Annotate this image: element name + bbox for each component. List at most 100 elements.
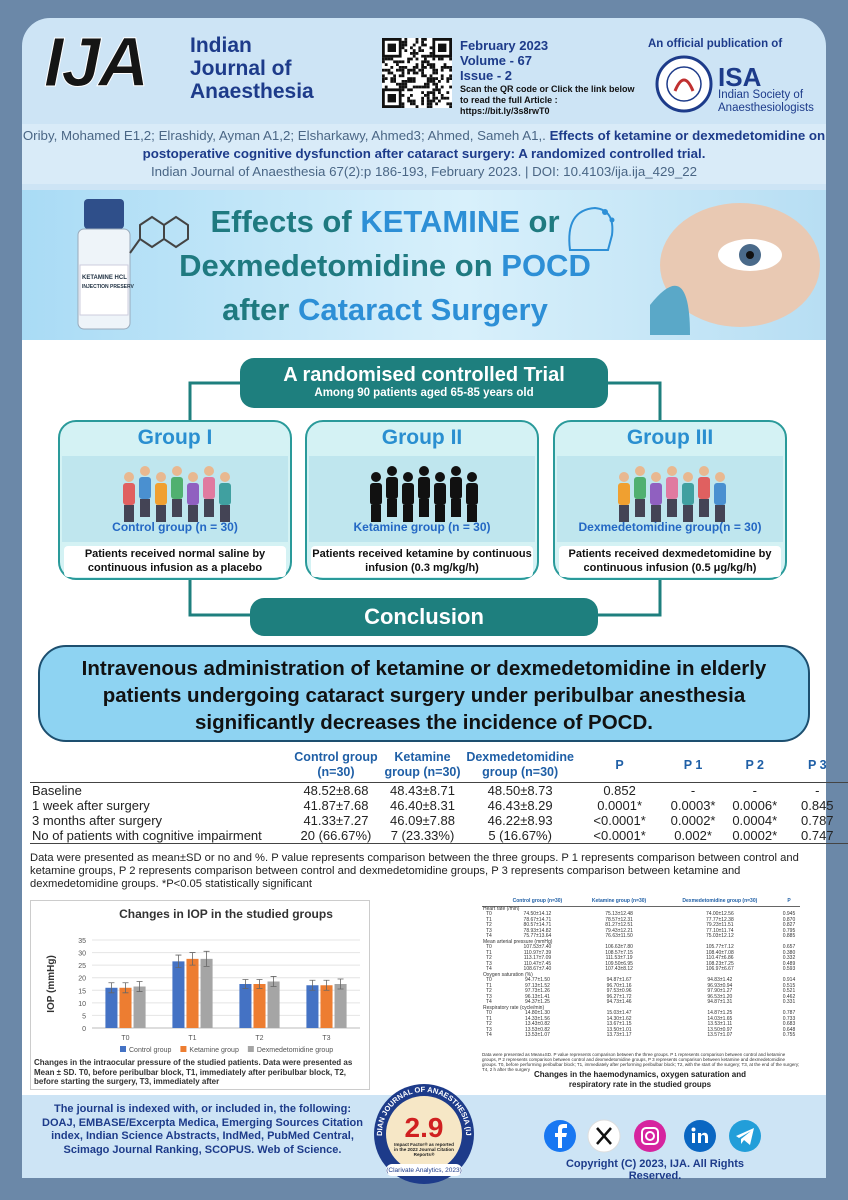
qr-module <box>426 99 430 103</box>
qr-module <box>435 71 438 75</box>
qr-module <box>415 63 419 66</box>
connector-line <box>188 381 662 617</box>
table-cell: 46.40±8.31 <box>390 798 455 813</box>
qr-module <box>412 80 416 83</box>
qr-module <box>404 49 408 52</box>
qr-module <box>421 102 424 106</box>
table-cell: <0.0001* <box>593 813 646 828</box>
facebook[interactable] <box>544 1120 576 1152</box>
qr-module <box>432 91 436 94</box>
table-row: No of patients with cognitive impairment… <box>30 828 848 844</box>
qr-module <box>418 46 422 50</box>
qr-module <box>410 52 413 55</box>
table-cell: 46.22±8.93 <box>487 813 553 828</box>
qr-module <box>421 71 424 75</box>
conclusion-heading: Conclusion <box>250 598 598 636</box>
error-bar <box>323 979 330 991</box>
qr-module <box>384 85 388 89</box>
table-cell: 105.77±7.12 <box>705 944 734 950</box>
qr-module <box>407 71 410 75</box>
table-cell: 94.73±1.46 <box>606 999 632 1005</box>
index-text: The journal is indexed with, or included… <box>42 1103 363 1156</box>
table-row: Baseline 48.52±8.68 48.43±8.71 48.50±8.73 0.… <box>30 783 848 799</box>
qr-module <box>421 85 424 89</box>
table-cell: 14.33±1.56 <box>524 1015 550 1022</box>
bar <box>267 981 280 1028</box>
table-cell: T0 <box>486 977 492 983</box>
table-cell: 20 (66.67%) <box>300 828 372 843</box>
person-legs <box>667 499 677 517</box>
bar <box>172 961 185 1028</box>
person-head <box>451 466 461 476</box>
legend-swatch <box>247 1046 254 1052</box>
person-head <box>156 472 166 482</box>
linkedin[interactable] <box>684 1120 716 1152</box>
table-cell: 0.521 <box>782 988 796 994</box>
issue-line: Volume - 67 <box>460 53 533 68</box>
table-cell: 77.10±11.74 <box>706 927 734 934</box>
table-cell: 0.593 <box>782 966 796 972</box>
qr-module <box>410 88 413 92</box>
table-cell: T4 <box>486 1032 492 1038</box>
qr-module <box>429 66 433 69</box>
qr-module <box>390 57 394 61</box>
person-body <box>139 477 151 499</box>
table-cell: T3 <box>486 927 492 934</box>
person-body <box>187 483 199 505</box>
qr-module <box>421 96 424 100</box>
person-body <box>666 477 678 499</box>
qr-module <box>387 71 391 75</box>
qr-module <box>412 102 416 106</box>
journal-name-line: Indian <box>190 34 252 57</box>
table-row: T4 108.67±7.40 107.43±8.12 106.97±6.67 0.593 <box>482 966 800 973</box>
qr-module <box>426 85 430 89</box>
person-legs <box>172 499 182 517</box>
qr-finder <box>438 43 447 52</box>
x-tick-label: T3 <box>322 1035 330 1042</box>
logo: IJA <box>44 23 150 102</box>
bar <box>239 984 252 1028</box>
qr-code[interactable] <box>382 38 452 108</box>
table-row: T2 80.57±14.71 81.27±12.51 79.23±11.51 0.827 <box>482 922 800 929</box>
x[interactable] <box>587 1119 621 1153</box>
table-cell: T1 <box>486 1015 492 1022</box>
impact-source: (Clarivate Analytics, 2023) <box>386 1167 462 1174</box>
bar <box>320 985 333 1028</box>
table-cell: 0.0002* <box>732 828 778 843</box>
column-header: P <box>778 898 800 907</box>
qr-module <box>435 68 438 72</box>
trial-subtitle: Among 90 patients aged 65-85 years old <box>314 387 534 399</box>
person-head <box>220 472 230 482</box>
table-row: T4 94.37±1.25 94.73±1.46 94.87±1.31 0.331 <box>482 999 800 1006</box>
instagram[interactable] <box>634 1120 666 1152</box>
table-cell: 113.17±7.09 <box>523 955 552 961</box>
qr-module <box>404 82 408 86</box>
article-link[interactable]: https://bit.ly/3s8rwT0 <box>460 106 550 116</box>
impact-value: 2.9 <box>405 1112 444 1143</box>
source: Indian Journal of Anaesthesia 67(2):p 18… <box>150 164 698 179</box>
table-cell: 0.0001* <box>597 798 643 813</box>
table-cell: 80.57±14.71 <box>523 922 552 928</box>
qr-module <box>384 57 388 61</box>
section-title: Respiratory rate (cycle/min) <box>483 1004 545 1011</box>
table-cell: 75.03±12.12 <box>705 933 734 939</box>
person-body <box>171 477 183 499</box>
isa-acronym: ISA <box>718 62 762 92</box>
person-legs <box>188 505 198 522</box>
table-cell: 107.43±8.12 <box>605 966 633 972</box>
bar <box>306 985 319 1028</box>
qr-module <box>398 74 402 78</box>
y-tick-label: 35 <box>78 938 86 945</box>
person-body <box>203 477 215 499</box>
telegram[interactable] <box>729 1120 761 1152</box>
qr-module <box>401 40 405 44</box>
legend-swatch <box>180 1046 187 1052</box>
qr-module <box>404 38 408 41</box>
table-cell: T3 <box>486 993 492 1000</box>
y-tick-label: 5 <box>82 1013 86 1020</box>
error-bar <box>189 952 196 966</box>
person-head <box>419 466 429 476</box>
article-title: Effects of ketamine or dexmedetomidine o… <box>142 128 826 161</box>
table-cell: - <box>815 783 820 798</box>
error-bar <box>337 978 344 990</box>
